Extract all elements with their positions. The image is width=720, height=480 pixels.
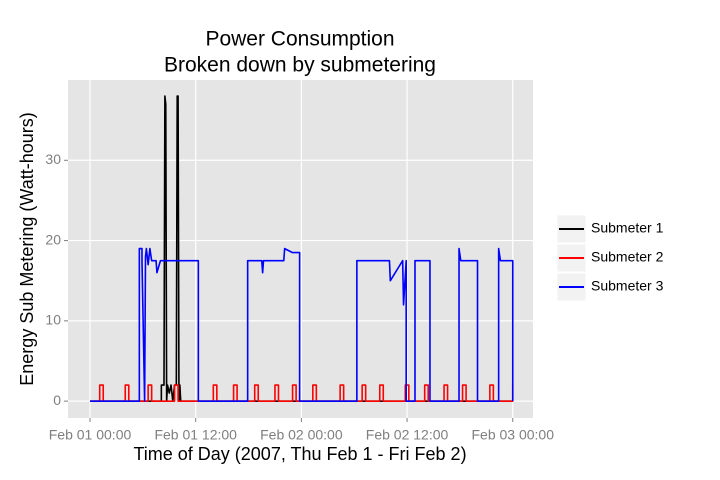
legend-label: Submeter 3: [591, 278, 664, 294]
legend-label: Submeter 1: [591, 220, 664, 236]
x-tick-label: Feb 03 00:00: [471, 427, 554, 443]
plot-panel: [68, 80, 533, 418]
chart-title: Power Consumption: [205, 28, 394, 51]
y-tick-label: 20: [45, 231, 61, 247]
y-tick-label: 30: [45, 151, 61, 167]
x-tick-label: Feb 01 12:00: [154, 427, 237, 443]
legend-label: Submeter 2: [591, 249, 664, 265]
y-tick-label: 0: [53, 392, 61, 408]
x-tick-label: Feb 01 00:00: [49, 427, 132, 443]
chart-subtitle: Broken down by submetering: [164, 54, 436, 77]
y-axis-label: Energy Sub Metering (Watt-hours): [17, 112, 37, 385]
x-tick-label: Feb 02 00:00: [260, 427, 343, 443]
x-axis-label: Time of Day (2007, Thu Feb 1 - Fri Feb 2…: [133, 444, 466, 464]
y-tick-label: 10: [45, 312, 61, 328]
x-tick-label: Feb 02 12:00: [366, 427, 449, 443]
series-line: [90, 247, 514, 402]
